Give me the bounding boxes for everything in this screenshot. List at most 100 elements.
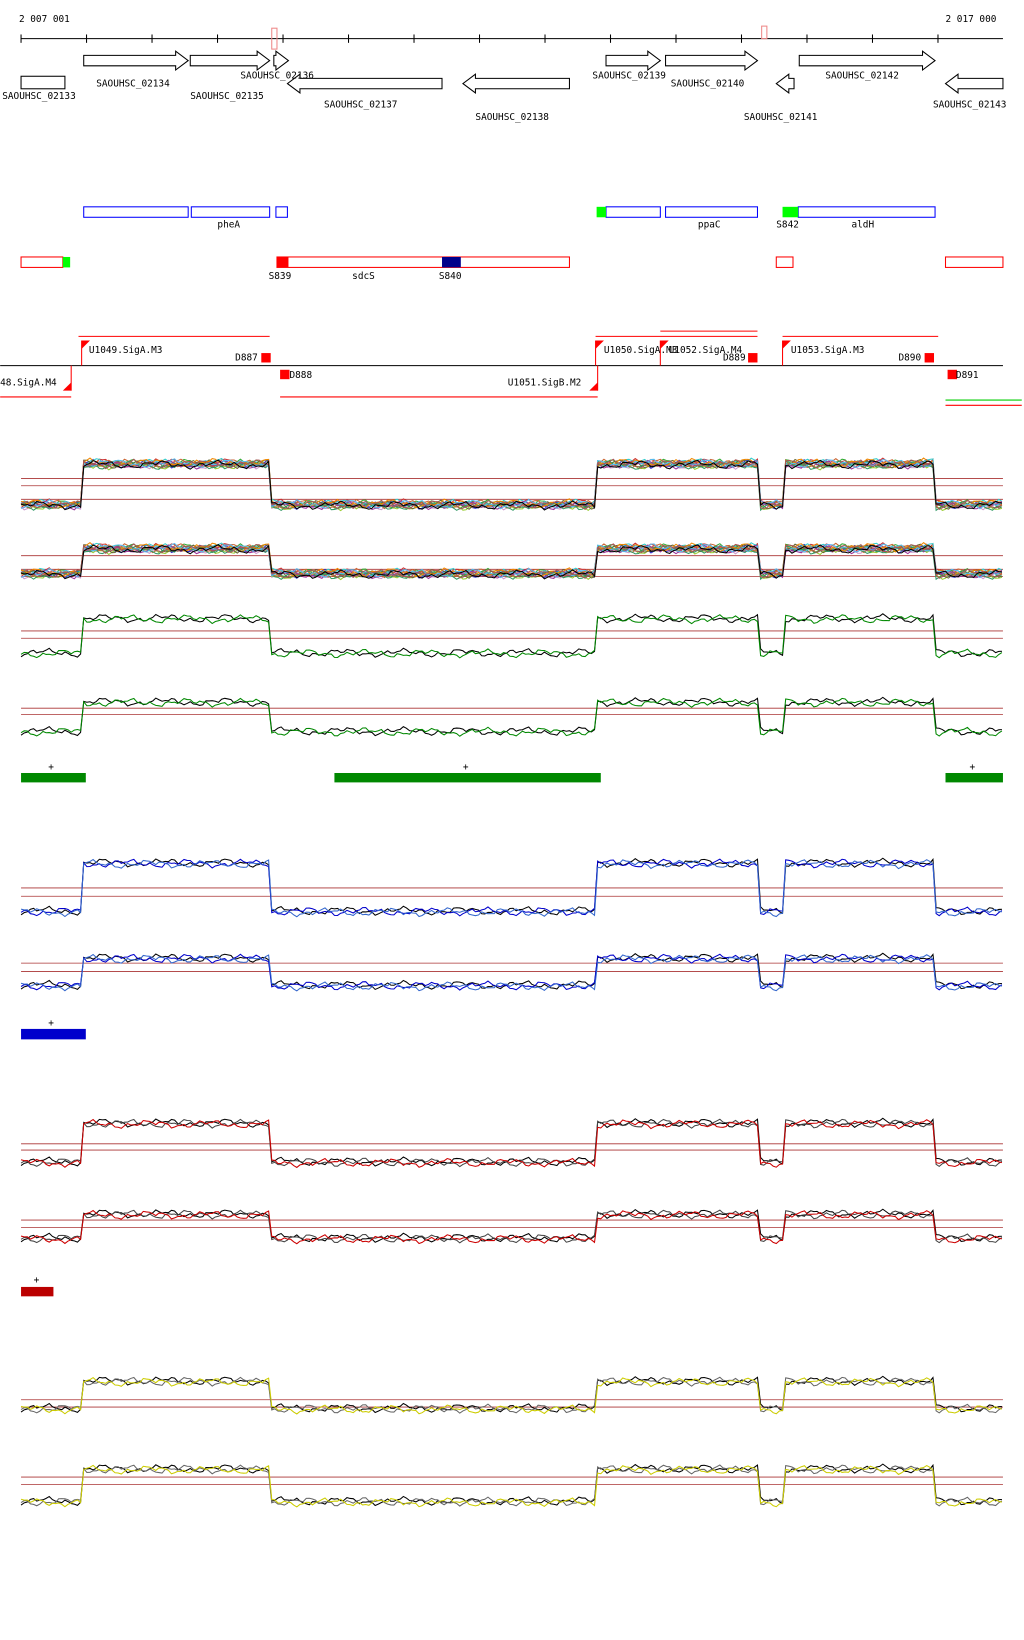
feature-box (944, 256, 1004, 268)
expression-trace (20, 1376, 1003, 1415)
region-bar (945, 772, 1003, 783)
feature-box (276, 256, 570, 268)
gene-label: SAOUHSC_02138 (475, 112, 549, 123)
gene-arrow (798, 50, 936, 72)
feature-label: sdcS (352, 271, 375, 282)
expression-trace (20, 1464, 1003, 1508)
promoter-flag (589, 382, 598, 391)
expression-trace (20, 1464, 1003, 1507)
region-marker: + (463, 762, 469, 773)
gene-box (20, 75, 66, 90)
gene-arrow (944, 73, 1004, 95)
gene-label: SAOUHSC_02143 (933, 100, 1007, 111)
terminator (924, 353, 935, 363)
promoter-label: U1053.SigA.M3 (791, 345, 864, 356)
promoter-flag (595, 340, 604, 349)
expression-trace (20, 858, 1003, 917)
expression-trace (20, 1209, 1003, 1245)
expression-trace (20, 459, 1002, 511)
gene-label: SAOUHSC_02140 (671, 79, 745, 90)
ruler-start: 2 007 001 (19, 14, 70, 25)
feature-box (797, 206, 936, 218)
expression-trace (20, 1118, 1003, 1168)
region-marker: + (48, 1018, 54, 1029)
gene-label: SAOUHSC_02134 (96, 79, 170, 90)
feature-label: S842 (776, 220, 799, 231)
region-bar (21, 1286, 54, 1297)
feature-label: S840 (439, 271, 462, 282)
expression-trace (20, 460, 1003, 512)
expression-trace (20, 697, 1003, 737)
region-bar (21, 1028, 86, 1040)
expression-trace (20, 544, 1002, 580)
promoter-label: D891 (956, 370, 979, 381)
region-marker: + (34, 1275, 40, 1286)
feature-box (596, 206, 607, 218)
expression-trace (20, 858, 1003, 918)
promoter-flag (81, 340, 90, 349)
gene-arrow (189, 50, 271, 72)
feature-label: S839 (269, 271, 292, 282)
expression-trace (20, 953, 1003, 992)
expression-trace (20, 458, 1003, 510)
promoter-flag (62, 382, 72, 391)
terminator (261, 353, 271, 363)
region-bar (334, 772, 601, 783)
gene-label: SAOUHSC_02139 (592, 70, 666, 81)
gene-label: SAOUHSC_02141 (744, 112, 818, 123)
expression-trace (20, 1209, 1003, 1244)
expression-trace (20, 543, 1003, 579)
expression-trace (20, 1118, 1003, 1169)
gene-label: SAOUHSC_02137 (324, 100, 398, 111)
gene-label: SAOUHSC_02136 (240, 70, 314, 81)
feature-box (20, 256, 64, 268)
promoter-label: U1051.SigB.M2 (508, 377, 582, 388)
feature-box (775, 256, 794, 268)
terminator (947, 369, 957, 380)
feature-box (62, 256, 71, 268)
gene-arrow (462, 73, 570, 95)
promoter-label: 48.SigA.M4 (0, 377, 57, 388)
expression-trace (20, 696, 1002, 737)
feature-box (276, 256, 289, 268)
promoter-label: D889 (723, 352, 746, 363)
ruler-end: 2 017 000 (946, 14, 997, 25)
promoter-label: U1052.SigA.M4 (669, 345, 743, 356)
gene-arrow (605, 50, 662, 72)
gene-label: SAOUHSC_02133 (2, 91, 76, 102)
promoter-label: D888 (290, 370, 313, 381)
promoter-label: U1050.SigA.M3 (604, 345, 678, 356)
gene-arrow (665, 50, 759, 72)
region-bar (21, 772, 86, 783)
gene-arrow (83, 50, 190, 72)
region-marker: + (48, 762, 54, 773)
feature-label: aldH (851, 220, 874, 231)
gene-arrow (775, 73, 795, 95)
feature-box (605, 206, 661, 218)
ruler-marker (761, 25, 768, 40)
terminator (748, 353, 758, 363)
promoter-label: D887 (235, 352, 258, 363)
expression-trace (20, 1376, 1003, 1414)
promoter-label: D890 (898, 352, 921, 363)
promoter-flag (782, 340, 791, 349)
feature-box (83, 206, 189, 218)
promoter-flag (660, 340, 669, 349)
gene-label: SAOUHSC_02142 (825, 70, 899, 81)
gene-label: SAOUHSC_02135 (190, 91, 264, 102)
feature-label: ppaC (698, 220, 721, 231)
feature-box (665, 206, 758, 218)
terminator (280, 369, 290, 380)
feature-box (190, 206, 271, 218)
gene-arrow (286, 73, 443, 95)
gene-arrow (273, 50, 290, 72)
promoter-label: U1049.SigA.M3 (89, 345, 162, 356)
expression-trace (20, 1117, 1002, 1167)
expression-trace (20, 613, 1002, 658)
feature-box (782, 206, 799, 218)
expression-trace (20, 953, 1003, 991)
ruler-marker (271, 27, 278, 50)
expression-trace (20, 544, 1003, 581)
feature-box (442, 256, 461, 268)
feature-box (275, 206, 288, 218)
